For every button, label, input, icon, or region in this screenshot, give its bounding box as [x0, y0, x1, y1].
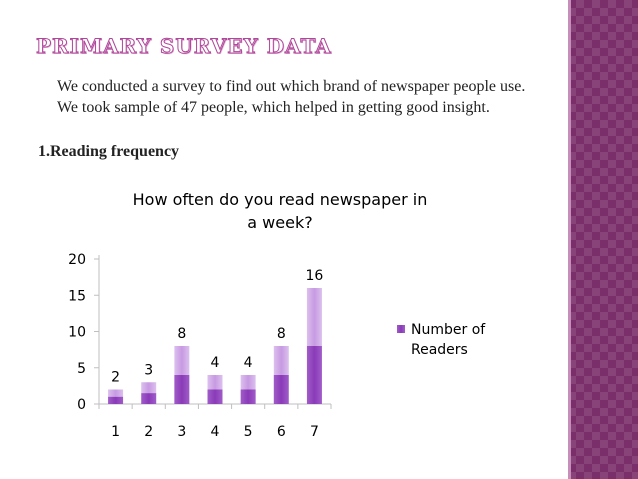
data-label: 16	[306, 268, 324, 284]
bar-upper-2	[141, 382, 157, 394]
bar-1	[108, 396, 124, 404]
legend-label-line-2: Readers	[411, 342, 468, 358]
bar-7	[306, 346, 322, 404]
x-tick-label: 5	[244, 424, 253, 440]
bar-upper-5	[240, 375, 256, 390]
slide-title: PRIMARY SURVEY DATA	[36, 34, 332, 59]
x-tick-label: 2	[144, 424, 153, 440]
chart-title-line-1: How often do you read newspaper in	[133, 190, 428, 209]
legend-label-line-1: Number of	[411, 322, 486, 338]
y-tick-label: 15	[68, 288, 86, 304]
x-tick-label: 1	[111, 424, 120, 440]
bar-upper-7	[306, 288, 322, 346]
section-subheading: 1.Reading frequency	[38, 143, 180, 160]
bar-chart: How often do you read newspaper in a wee…	[68, 190, 486, 440]
bar-5	[240, 389, 256, 404]
y-tick-label: 10	[68, 325, 86, 341]
x-tick-label: 3	[177, 424, 186, 440]
y-tick-label: 20	[68, 252, 86, 268]
chart-title-line-2: a week?	[247, 213, 312, 232]
bar-upper-3	[174, 346, 190, 375]
data-label: 3	[144, 362, 153, 378]
decorative-side-band	[568, 0, 638, 479]
y-tick-label: 5	[77, 361, 86, 377]
bar-6	[273, 375, 289, 404]
x-tick-label: 6	[277, 424, 286, 440]
legend: Number of Readers	[397, 322, 486, 358]
bar-upper-6	[273, 346, 289, 375]
data-label: 4	[244, 355, 253, 371]
bar-upper-4	[207, 375, 223, 390]
data-label: 8	[177, 326, 186, 342]
x-tick-label: 4	[211, 424, 220, 440]
bar-3	[174, 375, 190, 404]
bar-upper-1	[108, 389, 124, 397]
bar-2	[141, 393, 157, 404]
x-tick-label: 7	[310, 424, 319, 440]
data-label: 8	[277, 326, 286, 342]
legend-swatch	[397, 325, 405, 333]
data-label: 4	[211, 355, 220, 371]
data-label: 2	[111, 370, 120, 386]
intro-paragraph: We conducted a survey to find out which …	[57, 78, 526, 116]
bar-4	[207, 389, 223, 404]
y-tick-label: 0	[77, 397, 86, 413]
